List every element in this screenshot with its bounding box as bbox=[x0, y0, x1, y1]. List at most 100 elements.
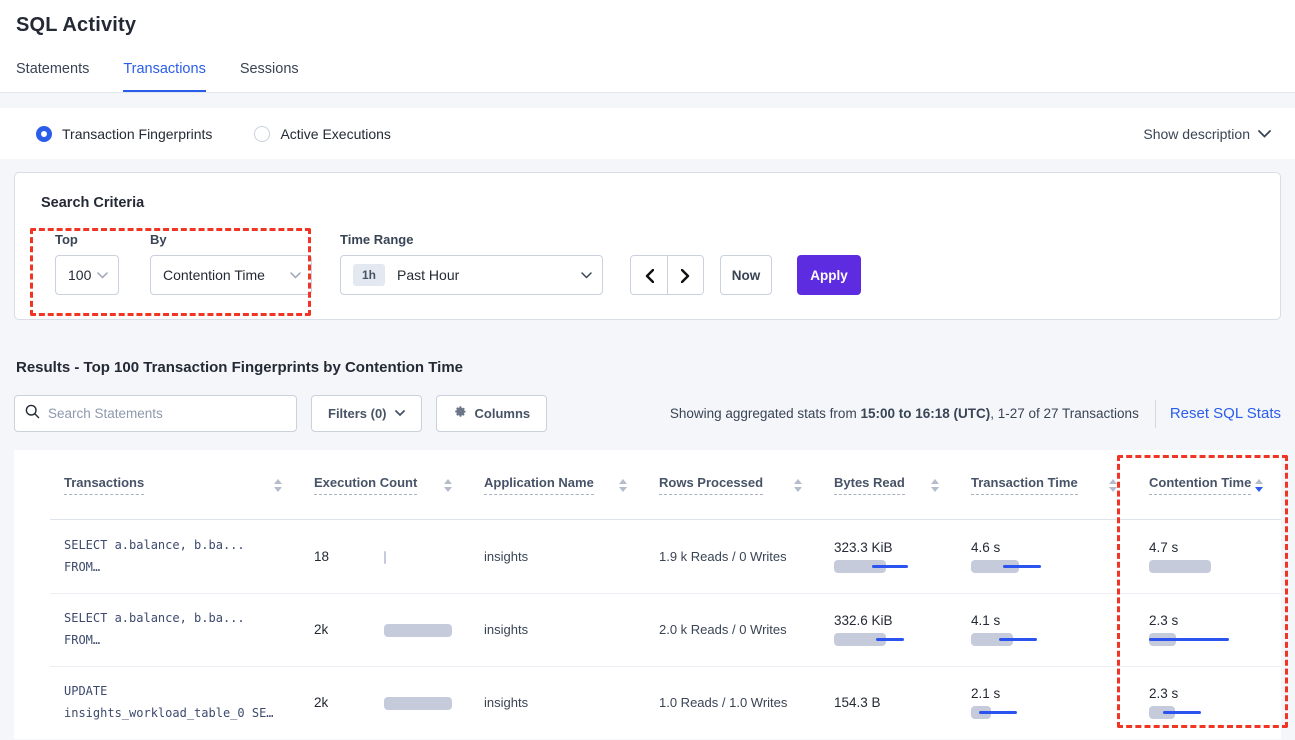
by-label: By bbox=[150, 232, 167, 247]
reset-sql-stats-link[interactable]: Reset SQL Stats bbox=[1169, 405, 1281, 422]
execution-count-cell: 18 bbox=[300, 520, 470, 593]
contention-time-cell: 2.3 s bbox=[1135, 686, 1281, 719]
results-heading: Results - Top 100 Transaction Fingerprin… bbox=[16, 359, 464, 376]
now-button[interactable]: Now bbox=[720, 255, 772, 295]
chevron-down-icon bbox=[290, 271, 301, 279]
bar-stddev-line bbox=[872, 565, 908, 568]
time-range-label: Time Range bbox=[340, 232, 414, 247]
chevron-down-icon bbox=[1258, 129, 1271, 138]
search-statements-box bbox=[14, 395, 297, 432]
rows-processed-cell: 1.9 k Reads / 0 Writes bbox=[659, 549, 787, 564]
sort-icon[interactable] bbox=[619, 478, 627, 492]
query-line-2: FROM… bbox=[64, 559, 101, 574]
execution-count-cell: 2k bbox=[300, 593, 470, 666]
transaction-fingerprint-link[interactable]: SELECT a.balance, b.ba... FROM… bbox=[50, 535, 300, 578]
column-header-rows-processed[interactable]: Rows Processed bbox=[645, 475, 820, 495]
execution-count-value: 18 bbox=[314, 549, 330, 564]
top-label: Top bbox=[55, 232, 78, 247]
chevron-left-icon bbox=[645, 269, 654, 283]
time-range-badge: 1h bbox=[353, 264, 386, 286]
bar-mean bbox=[834, 560, 886, 573]
application-name-cell: insights bbox=[484, 695, 529, 710]
radio-transaction-fingerprints[interactable]: Transaction Fingerprints bbox=[36, 125, 212, 142]
bar-stddev-line bbox=[876, 638, 904, 641]
transaction-fingerprint-link[interactable]: SELECT a.balance, b.ba... FROM… bbox=[50, 608, 300, 651]
column-header-execution-count[interactable]: Execution Count bbox=[300, 475, 470, 495]
sort-icon[interactable] bbox=[931, 478, 939, 492]
search-criteria-row: Top 100 By Contention Time Tim bbox=[41, 232, 1254, 295]
application-name-cell: insights bbox=[484, 622, 529, 637]
column-header-application-name[interactable]: Application Name bbox=[470, 475, 645, 495]
rows-processed-cell: 2.0 k Reads / 0 Writes bbox=[659, 622, 787, 637]
time-range-prev-button[interactable] bbox=[631, 256, 667, 294]
page-header: SQL Activity Statements Transactions Ses… bbox=[0, 0, 1295, 93]
tab-statements[interactable]: Statements bbox=[16, 61, 90, 77]
query-line-2: FROM… bbox=[64, 632, 101, 647]
top-select[interactable]: 100 bbox=[55, 255, 119, 295]
bytes-read-cell-value: 154.3 B bbox=[834, 695, 881, 710]
by-select-value: Contention Time bbox=[163, 267, 265, 283]
apply-button[interactable]: Apply bbox=[797, 255, 861, 295]
contention-time-cell-barchart bbox=[1149, 560, 1231, 573]
sort-icon[interactable] bbox=[794, 478, 802, 492]
table-row[interactable]: SELECT a.balance, b.ba... FROM… 2k insights… bbox=[14, 593, 1281, 666]
query-line-2: insights_workload_table_0 SE… bbox=[64, 705, 274, 720]
sort-icon[interactable] bbox=[444, 478, 452, 492]
transaction-time-cell-value: 4.6 s bbox=[971, 540, 1001, 555]
contention-time-cell: 4.7 s bbox=[1135, 540, 1281, 573]
contention-time-cell-barchart bbox=[1149, 706, 1231, 719]
by-select[interactable]: Contention Time bbox=[150, 255, 312, 295]
chevron-down-icon bbox=[394, 410, 405, 417]
column-label: Application Name bbox=[484, 475, 594, 495]
search-statements-input[interactable] bbox=[48, 406, 286, 421]
chevron-right-icon bbox=[681, 269, 690, 283]
column-header-transaction-time[interactable]: Transaction Time bbox=[957, 475, 1135, 495]
columns-button[interactable]: Columns bbox=[435, 395, 548, 432]
top-select-value: 100 bbox=[68, 267, 92, 283]
transaction-time-cell-barchart bbox=[971, 633, 1053, 646]
contention-time-cell-barchart bbox=[1149, 633, 1231, 646]
sort-icon[interactable] bbox=[1255, 478, 1263, 492]
top-field: Top 100 bbox=[55, 232, 119, 295]
time-range-value: Past Hour bbox=[397, 267, 460, 283]
query-line-1: UPDATE bbox=[64, 683, 108, 698]
transactions-table: Transactions Execution Count Application N… bbox=[14, 450, 1281, 739]
filters-button[interactable]: Filters (0) bbox=[311, 395, 422, 432]
rows-processed-cell: 1.0 Reads / 1.0 Writes bbox=[659, 695, 788, 710]
show-description-toggle[interactable]: Show description bbox=[1143, 126, 1271, 142]
bytes-read-cell-value: 323.3 KiB bbox=[834, 540, 893, 555]
execution-count-value: 2k bbox=[314, 622, 329, 637]
tab-sessions[interactable]: Sessions bbox=[239, 61, 299, 77]
table-row[interactable]: UPDATE insights_workload_table_0 SE… 2k ins… bbox=[14, 666, 1281, 739]
table-row[interactable]: SELECT a.balance, b.ba... FROM… 18 insights… bbox=[14, 520, 1281, 593]
transaction-time-cell-value: 4.1 s bbox=[971, 613, 1001, 628]
query-line-1: SELECT a.balance, b.ba... bbox=[64, 537, 245, 552]
contention-time-cell-value: 4.7 s bbox=[1149, 540, 1179, 555]
contention-time-cell-value: 2.3 s bbox=[1149, 613, 1179, 628]
time-range-select[interactable]: 1h Past Hour bbox=[340, 255, 603, 295]
time-range-field: Time Range 1h Past Hour bbox=[340, 232, 603, 295]
column-header-transactions[interactable]: Transactions bbox=[50, 475, 300, 495]
time-range-next-button[interactable] bbox=[667, 256, 703, 294]
column-label: Rows Processed bbox=[659, 475, 764, 495]
time-range-nav bbox=[630, 255, 704, 295]
column-header-bytes-read[interactable]: Bytes Read bbox=[820, 475, 957, 495]
sort-icon[interactable] bbox=[274, 478, 282, 492]
chevron-down-icon bbox=[581, 271, 592, 279]
bar-mean bbox=[1149, 706, 1175, 719]
vertical-divider bbox=[1154, 399, 1156, 428]
column-label: Execution Count bbox=[314, 475, 418, 495]
sort-icon[interactable] bbox=[1109, 478, 1117, 492]
execution-count-bar bbox=[384, 550, 386, 564]
execution-count-bar bbox=[384, 696, 452, 710]
radio-active-executions[interactable]: Active Executions bbox=[254, 125, 391, 142]
bytes-read-cell-value: 332.6 KiB bbox=[834, 613, 893, 628]
tab-transactions[interactable]: Transactions bbox=[123, 61, 206, 92]
radio-unselected-icon bbox=[254, 125, 271, 142]
bytes-read-cell-barchart bbox=[834, 633, 916, 646]
column-header-contention-time[interactable]: Contention Time bbox=[1135, 475, 1281, 495]
transaction-fingerprint-link[interactable]: UPDATE insights_workload_table_0 SE… bbox=[50, 681, 300, 724]
columns-label: Columns bbox=[474, 406, 531, 421]
gear-icon bbox=[453, 405, 467, 422]
